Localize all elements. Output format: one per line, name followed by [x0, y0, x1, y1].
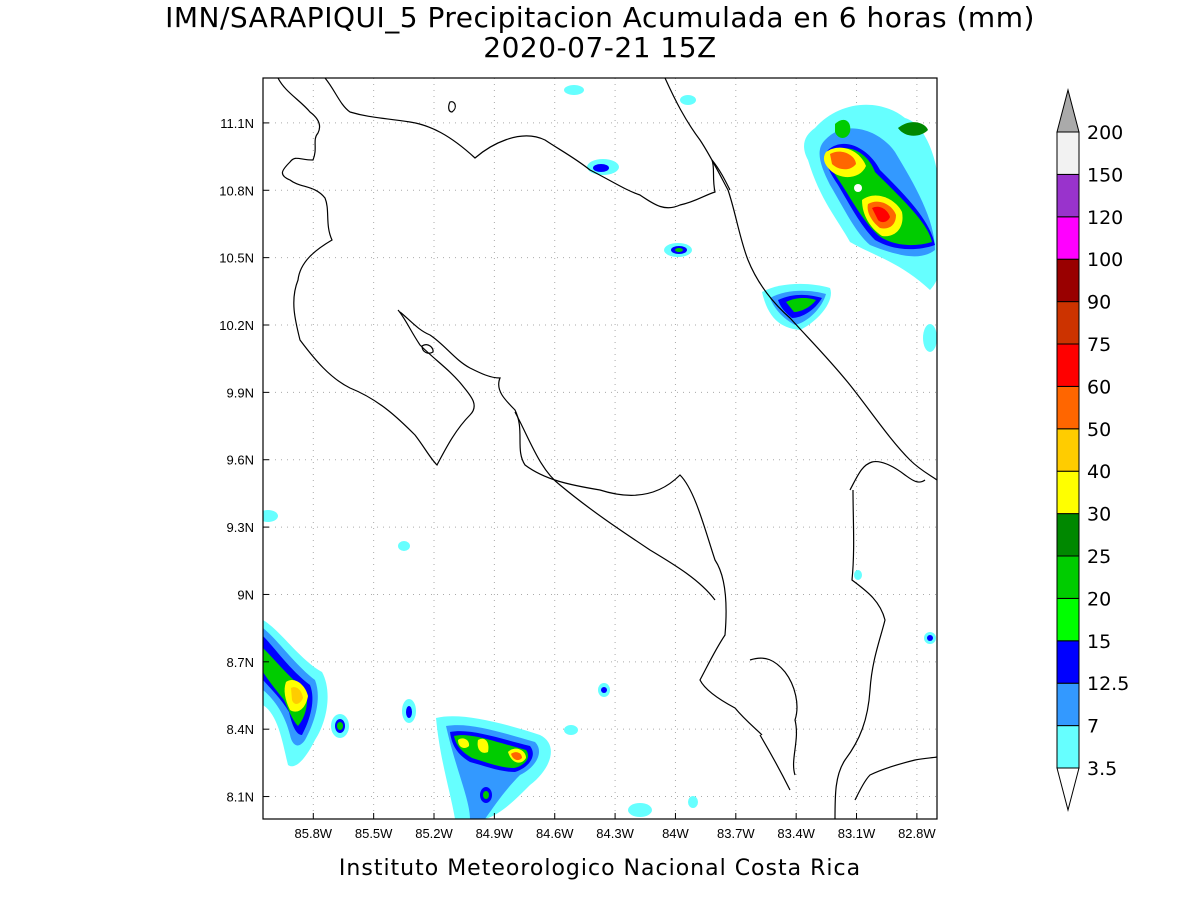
- lon-tick-label: 85.2W: [415, 826, 453, 841]
- precip-cell-small: [564, 85, 584, 95]
- colorbar-segment: [1056, 682, 1080, 727]
- colorbar-segment: [1056, 216, 1080, 260]
- colorbar-label: 100: [1087, 249, 1123, 271]
- colorbar-label: 3.5: [1087, 758, 1117, 780]
- colorbar-segment: [1056, 131, 1080, 175]
- colorbar-segment: [1056, 513, 1080, 557]
- axis-ticks: 85.8W 85.5W 85.2W 84.9W 84.6W 84.3W 84W 83.7W 83…: [219, 116, 936, 841]
- title-line-2: 2020-07-21 15Z: [483, 31, 717, 64]
- lon-tick-label: 83.4W: [777, 826, 815, 841]
- precip-cell-small: [854, 570, 862, 580]
- lat-tick-label: 8.7N: [227, 655, 254, 670]
- precip-cell-small: [680, 95, 696, 105]
- precip-cell-small: [628, 803, 652, 817]
- lon-tick-label: 82.8W: [898, 826, 936, 841]
- colorbar-label: 150: [1087, 164, 1123, 186]
- lat-tick-label: 10.5N: [219, 251, 254, 266]
- lon-tick-label: 83.1W: [838, 826, 876, 841]
- colorbar-label: 7: [1087, 716, 1099, 738]
- lat-tick-label: 9.3N: [227, 520, 254, 535]
- colorbar-segment: [1056, 470, 1080, 515]
- colorbar-legend: 3.5 7 12.5 15 20 25 30 40 50 60 75 90 100 120 150 200: [1056, 88, 1129, 812]
- lon-tick-label: 84.3W: [596, 826, 634, 841]
- precip-cell-southwest: [263, 620, 328, 767]
- colorbar-label: 75: [1087, 334, 1111, 356]
- lon-tick-label: 85.8W: [295, 826, 333, 841]
- title-line-1: IMN/SARAPIQUI_5 Precipitacion Acumulada …: [165, 1, 1035, 34]
- lon-tick-label: 85.5W: [355, 826, 393, 841]
- colorbar-segment: [1056, 258, 1080, 303]
- coastline-island: [421, 344, 434, 354]
- lat-tick-label: 9.6N: [227, 453, 254, 468]
- colorbar-label: 120: [1087, 207, 1123, 229]
- colorbar-segment: [1056, 343, 1080, 387]
- colorbar-segment: [1056, 173, 1080, 218]
- lat-tick-label: 10.2N: [219, 318, 254, 333]
- lat-tick-label: 9.9N: [227, 385, 254, 400]
- colorbar-label: 20: [1087, 588, 1111, 610]
- precip-cell-small: [398, 541, 410, 551]
- precip-cell-small: [927, 635, 933, 641]
- colorbar-label: 200: [1087, 122, 1123, 144]
- coastline: [277, 78, 937, 819]
- colorbar-label: 15: [1087, 631, 1111, 653]
- map-grid: [263, 78, 937, 819]
- precip-cell-small: [263, 510, 278, 522]
- colorbar-lower-extension: [1056, 767, 1080, 812]
- colorbar-segment: [1056, 385, 1080, 430]
- lat-tick-label: 10.8N: [219, 183, 254, 198]
- lat-tick-label: 9N: [237, 587, 254, 602]
- precip-cell-small: [337, 722, 343, 730]
- map-footer: Instituto Meteorologico Nacional Costa R…: [338, 856, 862, 881]
- precip-cell-central: [762, 283, 831, 330]
- colorbar-label: 60: [1087, 376, 1111, 398]
- precip-cell-small: [923, 324, 937, 352]
- lon-tick-label: 83.7W: [717, 826, 755, 841]
- colorbar-label: 25: [1087, 546, 1111, 568]
- precip-cell-northeast: [804, 104, 937, 290]
- precipitation-shading: [263, 85, 937, 819]
- colorbar-label: 30: [1087, 504, 1111, 526]
- colorbar-label: 90: [1087, 292, 1111, 314]
- lon-tick-label: 84.9W: [476, 826, 514, 841]
- precip-cell-small: [688, 796, 698, 808]
- colorbar-label: 40: [1087, 461, 1111, 483]
- precip-cell-small: [675, 248, 683, 252]
- lon-tick-label: 84.6W: [536, 826, 574, 841]
- colorbar-segment: [1056, 555, 1080, 599]
- map-title: IMN/SARAPIQUI_5 Precipitacion Acumulada …: [0, 4, 1200, 64]
- colorbar-label: 12.5: [1087, 673, 1129, 695]
- lat-tick-label: 8.1N: [227, 790, 254, 805]
- colorbar-segment: [1056, 597, 1080, 642]
- lon-tick-label: 84W: [662, 826, 689, 841]
- coastline-island: [448, 101, 456, 113]
- precip-cell-south: [436, 716, 551, 819]
- colorbar-segment: [1056, 640, 1080, 684]
- lat-tick-label: 11.1N: [220, 116, 254, 131]
- lat-tick-label: 8.4N: [227, 722, 254, 737]
- precip-cell-small: [406, 706, 412, 718]
- colorbar-segment: [1056, 725, 1080, 769]
- precip-cell-small: [564, 725, 578, 735]
- precip-cell-small: [593, 164, 609, 172]
- colorbar-segment: [1056, 428, 1080, 472]
- colorbar-segment: [1056, 301, 1080, 345]
- plot-frame: [262, 77, 938, 820]
- precip-cell-small: [601, 687, 607, 693]
- colorbar-upper-extension: [1056, 88, 1080, 133]
- colorbar-label: 50: [1087, 419, 1111, 441]
